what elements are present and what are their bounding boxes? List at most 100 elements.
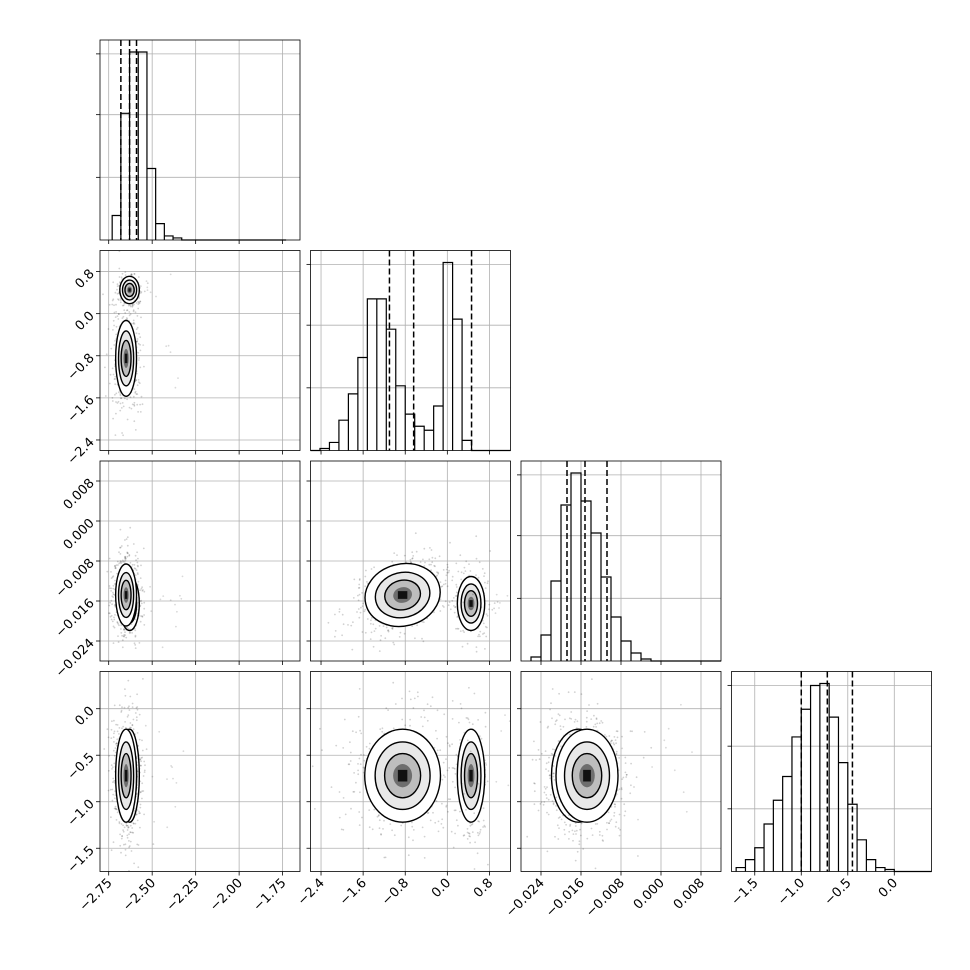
- sample-point: [409, 698, 412, 701]
- sample-point: [112, 596, 114, 598]
- sample-point: [378, 625, 381, 627]
- sample-point: [134, 554, 137, 557]
- sample-point: [352, 597, 355, 599]
- sample-point: [114, 564, 116, 567]
- sample-point: [139, 349, 142, 352]
- sample-point: [120, 837, 123, 840]
- sample-point: [467, 832, 470, 835]
- sample-point: [545, 768, 547, 770]
- sample-point: [121, 835, 123, 838]
- sample-point: [123, 629, 125, 631]
- sample-point: [146, 282, 149, 285]
- sample-point: [573, 691, 576, 693]
- sample-point: [321, 749, 323, 751]
- sample-point: [108, 382, 111, 385]
- sample-point: [103, 748, 106, 750]
- sample-point: [138, 382, 141, 385]
- sample-point: [465, 717, 468, 719]
- sample-point: [126, 418, 129, 421]
- sample-point: [133, 323, 136, 325]
- sample-point: [141, 790, 144, 792]
- sample-point: [133, 273, 136, 275]
- sample-point: [138, 357, 141, 359]
- sample-point: [486, 780, 489, 783]
- sample-point: [111, 620, 114, 623]
- sample-point: [142, 547, 145, 550]
- sample-point: [119, 397, 122, 399]
- sample-point: [446, 566, 449, 569]
- sample-point: [361, 592, 363, 594]
- sample-point: [140, 757, 143, 759]
- sample-point: [121, 432, 123, 434]
- sample-point: [421, 621, 424, 623]
- sample-point: [426, 719, 429, 722]
- sample-point: [370, 568, 373, 570]
- sample-point: [551, 688, 554, 690]
- sample-point: [459, 630, 462, 632]
- sample-point: [452, 597, 455, 599]
- sample-point: [470, 823, 473, 826]
- sample-point: [493, 607, 495, 610]
- sample-point: [427, 811, 430, 814]
- sample-point: [123, 635, 125, 638]
- sample-point: [113, 741, 115, 743]
- sample-point: [122, 434, 124, 437]
- sample-point: [570, 711, 573, 713]
- sample-point: [455, 819, 458, 822]
- sample-point: [127, 679, 130, 682]
- sample-point: [119, 402, 122, 405]
- sample-point: [585, 726, 588, 728]
- sample-point: [448, 601, 451, 604]
- sample-point: [630, 762, 632, 765]
- sample-point: [338, 610, 341, 613]
- sample-point: [618, 813, 621, 816]
- sample-point: [118, 562, 121, 565]
- sample-point: [118, 727, 121, 729]
- panel-frame: [310, 250, 511, 451]
- sample-point: [665, 746, 667, 749]
- sample-point: [533, 790, 536, 793]
- sample-point: [137, 752, 140, 755]
- sample-point: [421, 826, 424, 829]
- sample-point: [116, 292, 119, 295]
- x-tick-label: 0.008: [671, 876, 708, 913]
- sample-point: [449, 541, 451, 544]
- sample-point: [134, 429, 137, 431]
- sample-point: [132, 322, 135, 325]
- sample-point: [126, 318, 129, 321]
- sample-point: [111, 799, 114, 802]
- sample-point: [118, 822, 121, 825]
- sample-point: [618, 757, 620, 759]
- sample-point: [454, 786, 456, 789]
- sample-point: [610, 818, 613, 821]
- sample-point: [170, 765, 173, 767]
- sample-point: [122, 315, 125, 318]
- sample-point: [136, 403, 139, 406]
- sample-point: [114, 340, 116, 342]
- sample-point: [590, 718, 593, 720]
- sample-point: [578, 840, 581, 843]
- sample-point: [569, 733, 571, 736]
- sample-point: [132, 309, 135, 311]
- panel-frame: [520, 671, 722, 872]
- sample-point: [133, 420, 136, 423]
- sample-point: [139, 758, 142, 761]
- sample-point: [115, 392, 118, 395]
- sample-point: [440, 585, 443, 588]
- sample-point: [478, 633, 480, 636]
- sample-point: [114, 797, 116, 800]
- sample-point: [112, 781, 114, 784]
- sample-point: [622, 776, 625, 779]
- sample-point: [358, 579, 361, 581]
- sample-point: [483, 632, 486, 634]
- sample-point: [596, 702, 599, 705]
- sample-point: [445, 804, 448, 807]
- sample-point: [412, 707, 415, 709]
- sample-point: [387, 629, 389, 632]
- sample-point: [122, 561, 124, 563]
- sample-point: [496, 601, 499, 603]
- sample-point: [478, 811, 481, 814]
- sample-point: [319, 727, 321, 730]
- sample-point: [120, 851, 122, 854]
- sample-point: [127, 706, 130, 709]
